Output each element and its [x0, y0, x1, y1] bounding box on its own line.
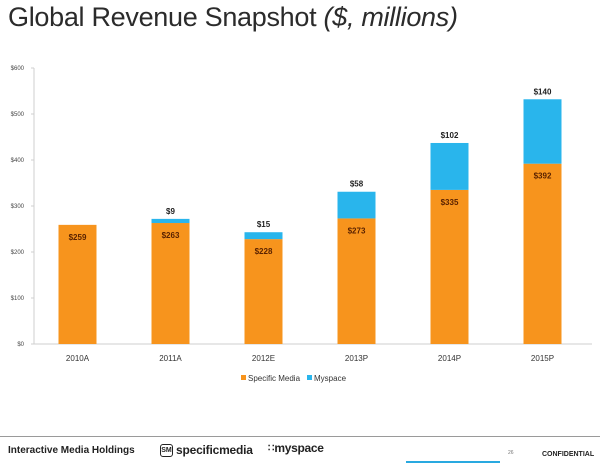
data-label-myspace: $9 [166, 207, 175, 216]
x-tick-label: 2012E [252, 354, 275, 363]
bar-myspace [430, 142, 469, 190]
myspace-logo-mark: ∷ [268, 442, 274, 454]
bar-specific-media [430, 189, 469, 344]
x-tick-label: 2011A [159, 354, 182, 363]
bar-specific-media [337, 218, 376, 344]
specificmedia-logo-text: specificmedia [176, 443, 253, 457]
bar-specific-media [58, 224, 97, 344]
legend-label-myspace: Myspace [314, 374, 347, 383]
data-label-myspace: $58 [350, 180, 364, 189]
y-tick-label: $600 [11, 66, 25, 72]
x-tick-label: 2015P [531, 354, 554, 363]
legend-swatch-myspace [307, 375, 312, 380]
myspace-logo: ∷ myspace [268, 441, 324, 455]
legend-label-specific-media: Specific Media [248, 374, 301, 383]
data-label-specific-media: $273 [348, 226, 366, 235]
data-label-myspace: $15 [257, 220, 271, 229]
footer-divider [0, 436, 600, 437]
bar-specific-media [523, 163, 562, 344]
x-tick-label: 2010A [66, 354, 90, 363]
chart-title-sub: ($, millions) [323, 2, 458, 32]
bar-myspace [151, 218, 190, 224]
page-number: 26 [508, 450, 514, 456]
bar-specific-media [151, 223, 190, 344]
myspace-logo-text: myspace [274, 441, 324, 455]
x-tick-label: 2014P [438, 354, 461, 363]
footer-org-name: Interactive Media Holdings [8, 445, 135, 456]
specificmedia-logo-mark: SM [160, 443, 173, 457]
y-tick-label: $200 [11, 250, 25, 256]
bar-myspace [337, 191, 376, 219]
confidential-label: CONFIDENTIAL [542, 451, 595, 458]
bar-myspace [523, 99, 562, 164]
legend-swatch-specific-media [241, 375, 246, 380]
y-tick-label: $500 [11, 112, 25, 118]
x-tick-label: 2013P [345, 354, 368, 363]
footer-accent-line [406, 461, 500, 463]
bar-specific-media [244, 239, 283, 344]
footer: Interactive Media Holdings SM specificme… [0, 436, 600, 467]
data-label-specific-media: $259 [69, 233, 87, 242]
y-tick-label: $100 [11, 296, 25, 302]
data-label-specific-media: $228 [255, 247, 273, 256]
data-label-myspace: $102 [441, 131, 459, 140]
data-label-myspace: $140 [534, 87, 552, 96]
data-label-specific-media: $263 [162, 231, 180, 240]
revenue-chart: $0 $100 $200 $300 $400 $500 $600 $259 2010A $9 $26… [11, 66, 592, 383]
chart-title: Global Revenue Snapshot ($, millions) [8, 2, 458, 33]
bar-myspace [244, 232, 283, 240]
data-label-specific-media: $335 [441, 198, 459, 207]
chart-title-main: Global Revenue Snapshot [8, 2, 317, 32]
specificmedia-logo: SM specificmedia [160, 440, 253, 460]
y-tick-label: $0 [17, 342, 24, 348]
data-label-specific-media: $392 [534, 172, 552, 181]
y-tick-label: $300 [11, 204, 25, 210]
y-tick-label: $400 [11, 158, 25, 164]
